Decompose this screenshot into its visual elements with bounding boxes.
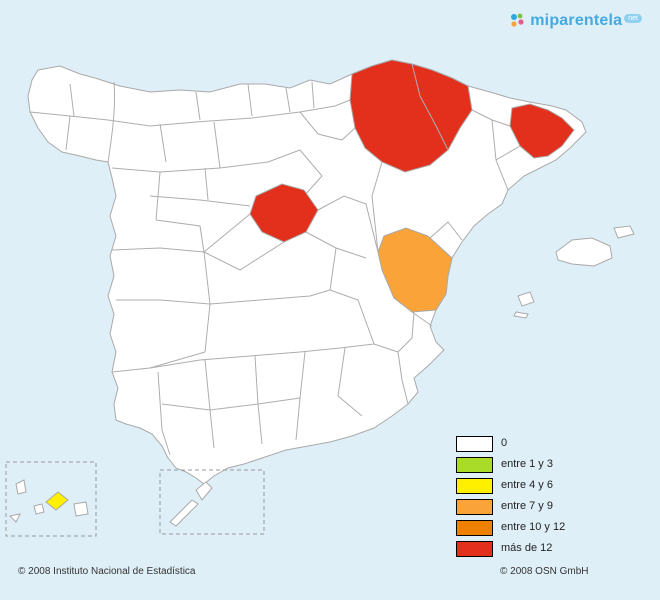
province-border-extremadura: [111, 251, 211, 373]
legend-row: entre 10 y 12: [456, 519, 565, 536]
legend-swatch-0: [456, 435, 493, 452]
legend-row: entre 7 y 9: [456, 498, 565, 515]
island-la-palma: [15, 479, 27, 495]
legend-label: entre 4 y 6: [501, 479, 553, 491]
legend-swatch-3: [456, 498, 493, 515]
island-tenerife: [45, 491, 69, 511]
attribution-ine: © 2008 Instituto Nacional de Estadística: [18, 566, 196, 577]
province-valencia: [377, 227, 453, 313]
legend-label: 0: [501, 437, 508, 449]
balearic-islands: [513, 225, 635, 319]
legend: 0 entre 1 y 3 entre 4 y 6 entre 7 y 9 en…: [456, 435, 565, 561]
province-border-south: [149, 289, 415, 456]
province-border-north: [29, 81, 356, 163]
province-border-east: [371, 109, 521, 327]
island-menorca: [613, 225, 635, 239]
island-gomera: [33, 503, 45, 515]
legend-swatch-5: [456, 540, 493, 557]
logo-badge: net: [624, 14, 642, 23]
canary-inset-box-east: [159, 469, 265, 535]
legend-row: entre 4 y 6: [456, 477, 565, 494]
legend-label: entre 10 y 12: [501, 521, 566, 533]
canary-islands: [8, 479, 213, 527]
legend-swatch-2: [456, 477, 493, 494]
island-hierro: [8, 513, 21, 523]
island-formentera: [513, 311, 529, 319]
legend-label: entre 7 y 9: [501, 500, 553, 512]
legend-row: 0: [456, 435, 565, 452]
legend-row: entre 1 y 3: [456, 456, 565, 473]
province-madrid: [249, 183, 319, 243]
island-fuerteventura: [169, 499, 199, 527]
island-mallorca: [555, 237, 613, 267]
legend-label: más de 12: [501, 542, 553, 554]
province-zaragoza: [349, 59, 449, 173]
legend-swatch-4: [456, 519, 493, 536]
island-lanzarote: [195, 481, 213, 501]
legend-swatch-1: [456, 456, 493, 473]
province-border-lamancha: [159, 195, 379, 305]
legend-label: entre 1 y 3: [501, 458, 553, 470]
province-barcelona: [509, 103, 575, 159]
logo-text: miparentela: [530, 12, 623, 29]
miparentela-logo-icon: [511, 13, 524, 27]
legend-row: más de 12: [456, 540, 565, 557]
attribution-osn: © 2008 OSN GmbH: [500, 566, 589, 577]
island-ibiza: [517, 291, 535, 307]
canary-inset-box-west: [5, 461, 97, 537]
miparentela-logo[interactable]: miparentela net: [509, 12, 642, 30]
province-border-lines: [29, 81, 521, 456]
island-gran-canaria: [73, 501, 89, 517]
